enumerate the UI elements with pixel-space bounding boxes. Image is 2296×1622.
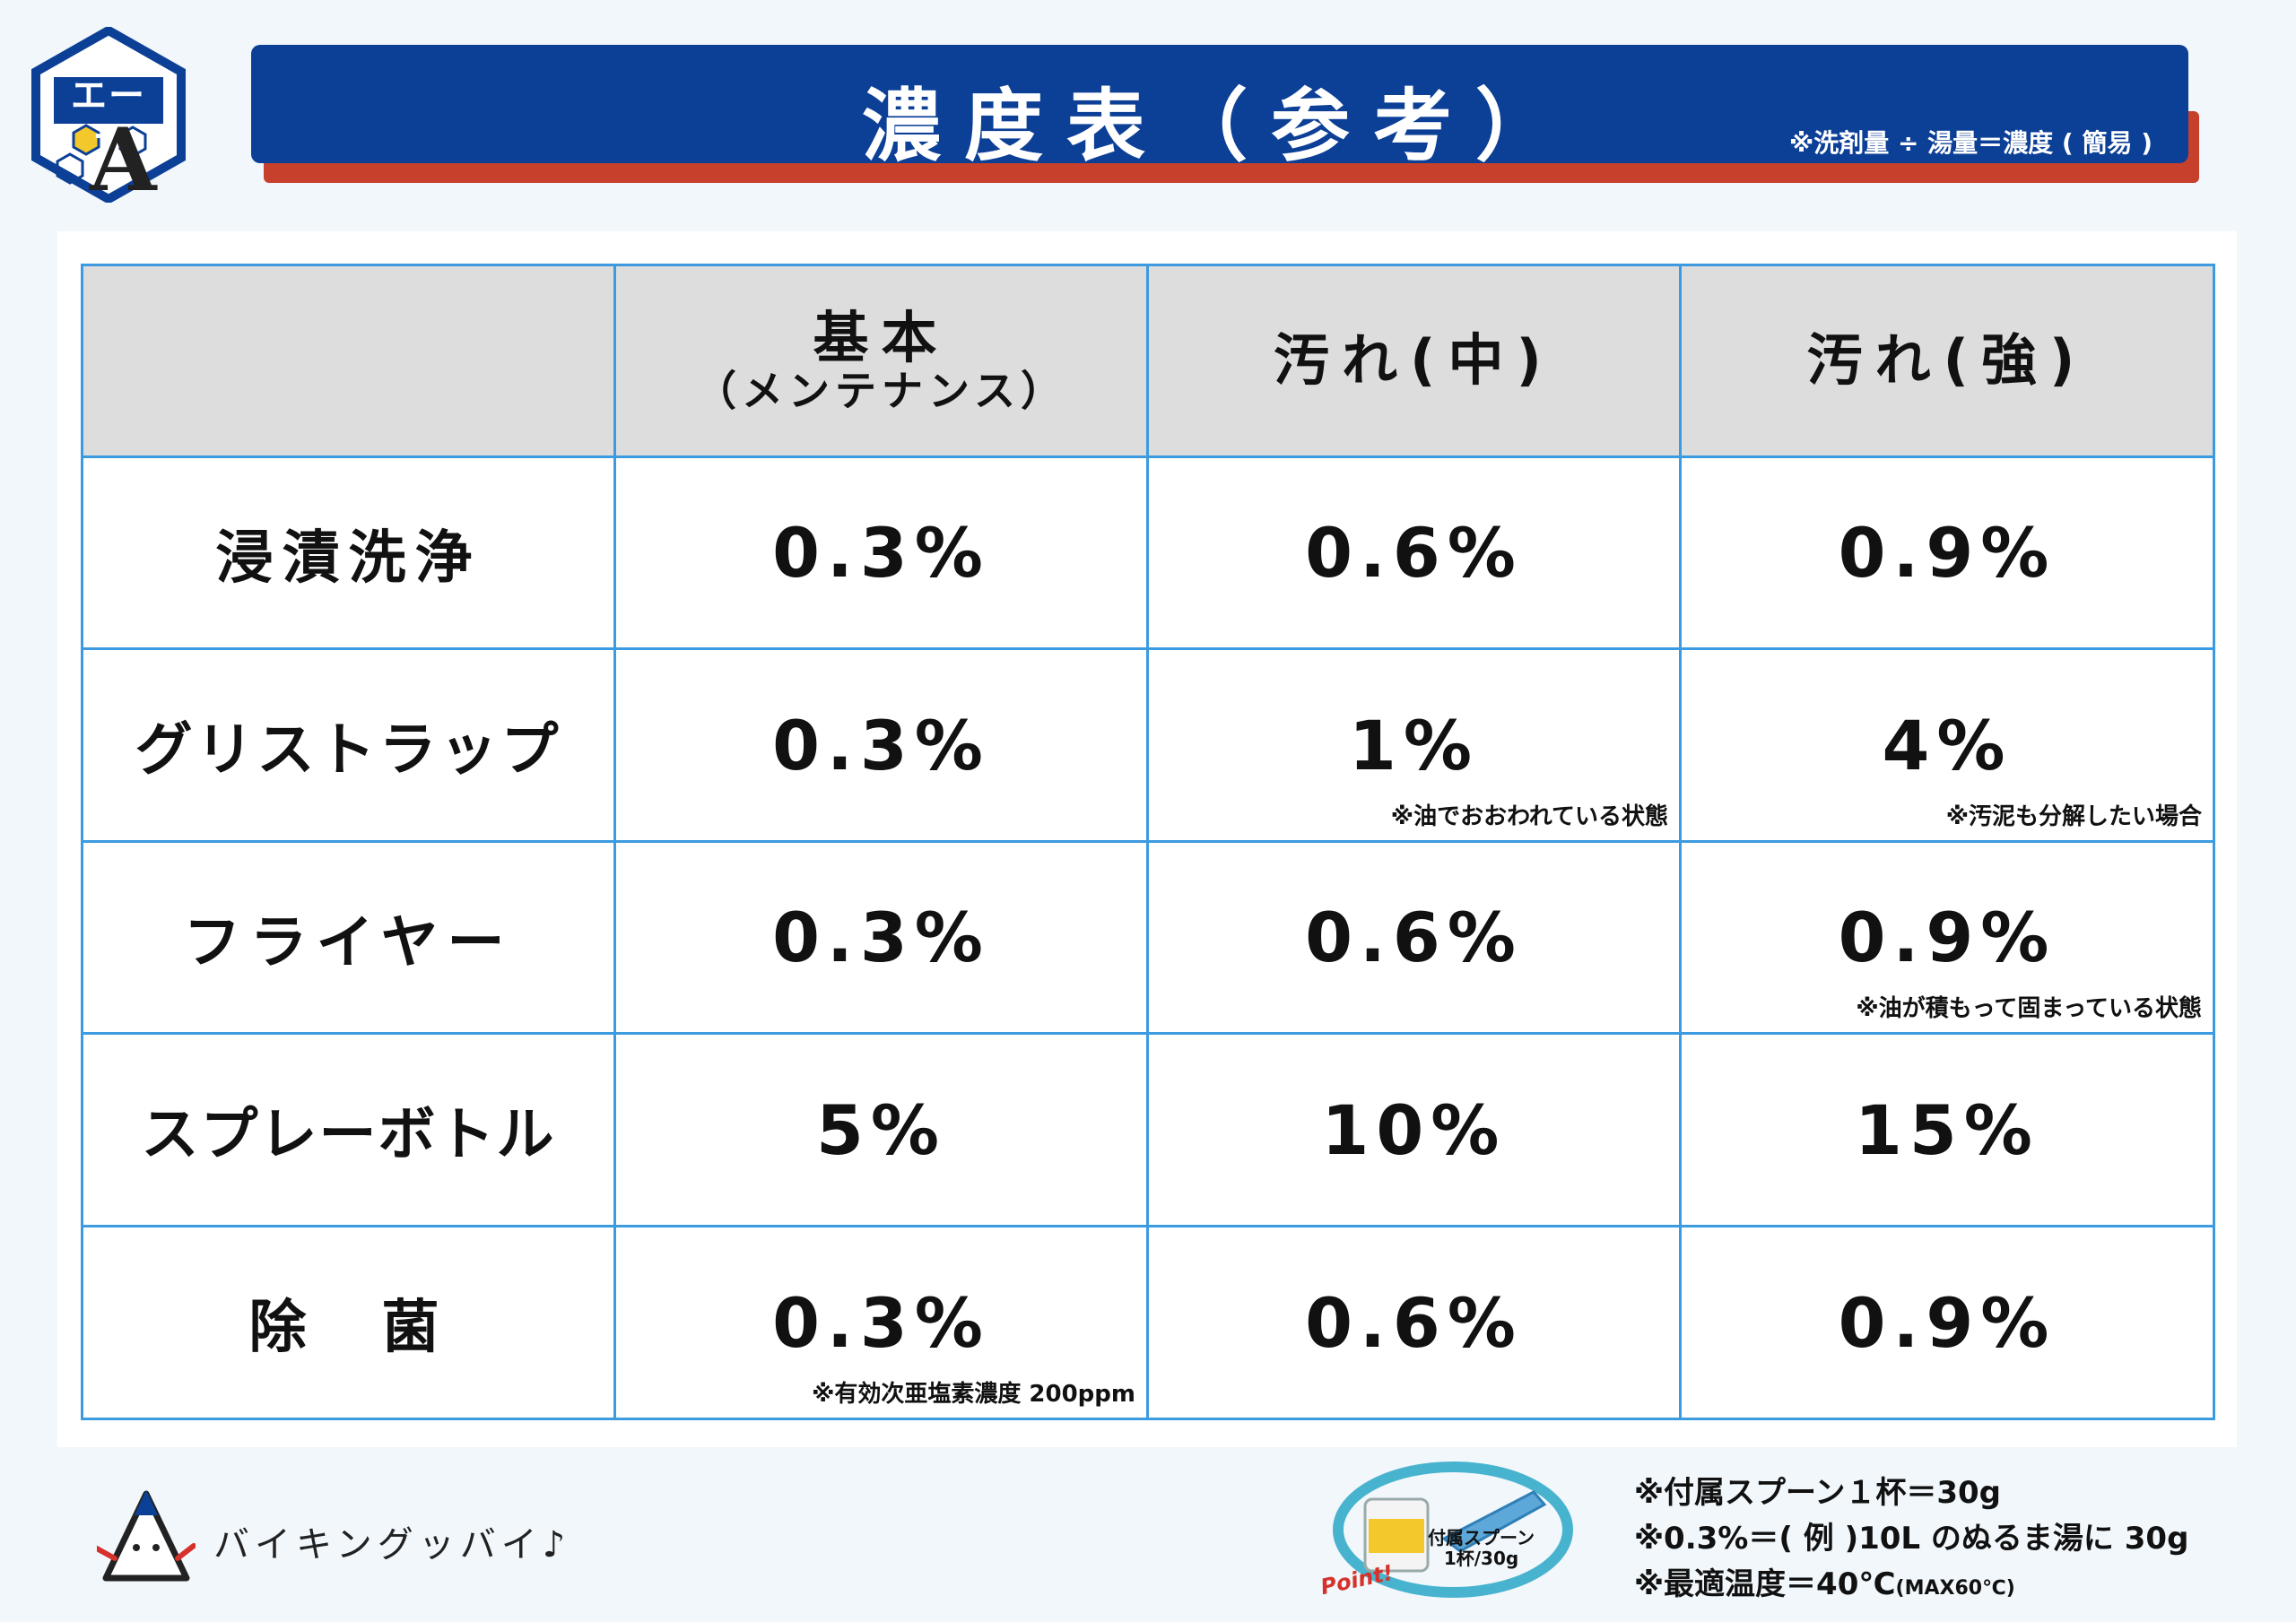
- cell-value: 0.9%: [1838, 1282, 2057, 1363]
- footer-note-temp-text: ※最適温度＝40℃: [1634, 1566, 1896, 1602]
- spoon-caption-line2: 1杯/30g: [1443, 1548, 1519, 1569]
- table-cell: 0.6%: [1149, 458, 1682, 650]
- page-title: 濃度表（参考）: [861, 80, 1578, 172]
- table-cell: 0.6%: [1149, 843, 1682, 1035]
- logo-letter: A: [90, 109, 157, 211]
- cell-note: ※有効次亜塩素濃度 200ppm: [812, 1381, 1135, 1408]
- cell-value: 4%: [1882, 705, 2013, 785]
- concentration-table: 基本 （メンテナンス） 汚れ(中) 汚れ(強) 浸漬洗浄 0.3% 0.6% 0…: [81, 264, 2215, 1420]
- header-basic: 基本 （メンテナンス）: [616, 266, 1149, 458]
- header-medium-label: 汚れ(中): [1274, 327, 1554, 394]
- cell-value: 0.6%: [1305, 513, 1523, 593]
- cell-value: 5%: [815, 1089, 947, 1170]
- table-cell: 1% ※油でおおわれている状態: [1149, 650, 1682, 843]
- header-corner-cell: [83, 266, 616, 458]
- header-heavy-label: 汚れ(強): [1806, 327, 2088, 394]
- formula-note: ※洗剤量 ÷ 湯量＝濃度 ( 簡易 ): [1788, 128, 2152, 158]
- table-cell: 15%: [1682, 1035, 2213, 1227]
- header-heavy-dirt: 汚れ(強): [1682, 266, 2213, 458]
- cell-note: ※汚泥も分解したい場合: [1945, 803, 2202, 830]
- title-banner: 濃度表（参考） ※洗剤量 ÷ 湯量＝濃度 ( 簡易 ): [251, 45, 2188, 172]
- row-label: 浸漬洗浄: [215, 525, 482, 592]
- footer-notes: ※付属スプーン１杯＝30g ※0.3%＝( 例 )10L のぬるま湯に 30g …: [1634, 1470, 2188, 1608]
- spoon-caption-line1: 付属スプーン: [1428, 1527, 1535, 1548]
- cell-value: 0.3%: [772, 1282, 990, 1363]
- table-cell: 10%: [1149, 1035, 1682, 1227]
- table-cell: 5%: [616, 1035, 1149, 1227]
- table-cell: 0.3%: [616, 650, 1149, 843]
- row-label-immersion: 浸漬洗浄: [83, 458, 616, 650]
- row-label-fryer: フライヤー: [83, 843, 616, 1035]
- footer-note-example: ※0.3%＝( 例 )10L のぬるま湯に 30g: [1634, 1521, 2189, 1557]
- table-cell: 0.9%: [1682, 1227, 2213, 1418]
- table-cell: 4% ※汚泥も分解したい場合: [1682, 650, 2213, 843]
- header-basic-sub: （メンテナンス）: [694, 367, 1068, 416]
- cell-value: 15%: [1855, 1089, 2039, 1170]
- table-cell: 0.9% ※油が積もって固まっている状態: [1682, 843, 2213, 1035]
- row-label: フライヤー: [183, 909, 514, 976]
- cell-value: 0.3%: [772, 705, 990, 785]
- cell-note: ※油が積もって固まっている状態: [1856, 995, 2202, 1022]
- spoon-product-icon: [1333, 1462, 1573, 1598]
- cell-value: 0.9%: [1838, 898, 2057, 977]
- cell-value: 0.9%: [1838, 513, 2057, 593]
- table-cell: 0.3%: [616, 843, 1149, 1035]
- header-basic-label: 基本: [813, 305, 950, 371]
- row-label: スプレーボトル: [141, 1102, 556, 1168]
- brand-logo: 洗剤の エース A: [30, 25, 187, 211]
- cell-value: 10%: [1321, 1089, 1507, 1170]
- cell-value: 0.6%: [1305, 1282, 1523, 1363]
- row-label-sterilization: 除 菌: [83, 1227, 616, 1418]
- table-cell: 0.6%: [1149, 1227, 1682, 1418]
- hexagon-logo-icon: [31, 25, 186, 204]
- table-cell: 0.3% ※有効次亜塩素濃度 200ppm: [616, 1227, 1149, 1418]
- cell-value: 0.3%: [772, 513, 990, 593]
- cell-value: 1%: [1348, 705, 1480, 785]
- table-cell: 0.9%: [1682, 458, 2213, 650]
- footer-brand: バイキングッバイ♪: [213, 1524, 571, 1566]
- cell-value: 0.3%: [772, 898, 990, 977]
- logo-small-text: 洗剤の: [84, 52, 144, 74]
- row-label: グリストラップ: [135, 717, 562, 784]
- row-label-spray-bottle: スプレーボトル: [83, 1035, 616, 1227]
- mascot-icon: [97, 1490, 196, 1582]
- footer-note-spoon: ※付属スプーン１杯＝30g: [1634, 1475, 2002, 1511]
- cell-value: 0.6%: [1305, 898, 1523, 977]
- row-label: 除 菌: [248, 1295, 448, 1361]
- header-medium-dirt: 汚れ(中): [1149, 266, 1682, 458]
- footer-note-temperature: ※最適温度＝40℃(MAX60℃): [1634, 1562, 2188, 1608]
- row-label-grease-trap: グリストラップ: [83, 650, 616, 843]
- table-cell: 0.3%: [616, 458, 1149, 650]
- footer-note-temp-max: (MAX60℃): [1895, 1577, 2015, 1600]
- logo-big-text: エース: [71, 75, 146, 169]
- spoon-caption: 付属スプーン 1杯/30g: [1428, 1528, 1535, 1569]
- cell-note: ※油でおおわれている状態: [1390, 803, 1668, 830]
